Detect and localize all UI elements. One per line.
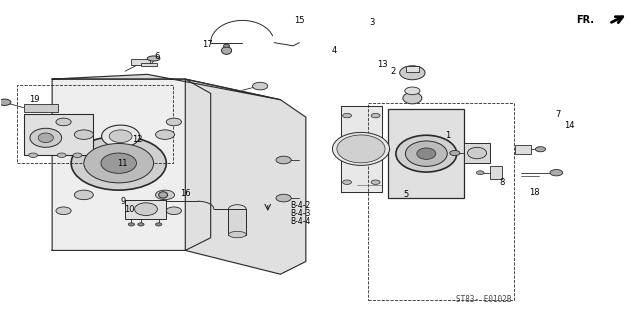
Ellipse shape <box>450 150 460 156</box>
Ellipse shape <box>155 130 175 140</box>
Ellipse shape <box>71 136 166 190</box>
Bar <box>131 59 150 65</box>
Bar <box>406 66 419 72</box>
Text: 1: 1 <box>445 131 450 140</box>
Text: 2: 2 <box>390 67 396 76</box>
Ellipse shape <box>396 135 457 172</box>
Ellipse shape <box>73 153 82 157</box>
Ellipse shape <box>276 194 291 202</box>
Ellipse shape <box>371 113 380 118</box>
Ellipse shape <box>343 113 352 118</box>
Text: FR.: FR. <box>576 15 594 25</box>
Text: 9: 9 <box>120 197 125 206</box>
Text: ST83- E0102B: ST83- E0102B <box>455 295 511 304</box>
Ellipse shape <box>405 141 447 166</box>
Bar <box>229 209 246 235</box>
Ellipse shape <box>229 231 246 238</box>
Ellipse shape <box>38 133 54 142</box>
Ellipse shape <box>155 223 162 226</box>
Bar <box>125 200 166 219</box>
Ellipse shape <box>75 130 94 140</box>
Ellipse shape <box>101 125 140 147</box>
Ellipse shape <box>222 47 232 54</box>
Ellipse shape <box>224 44 230 47</box>
Text: 10: 10 <box>124 205 135 214</box>
Ellipse shape <box>371 180 380 184</box>
Ellipse shape <box>84 143 154 183</box>
Bar <box>368 103 514 300</box>
Text: 11: 11 <box>117 159 127 168</box>
Ellipse shape <box>252 82 268 90</box>
Polygon shape <box>52 74 280 100</box>
Ellipse shape <box>155 190 175 200</box>
Text: 6: 6 <box>154 52 159 61</box>
Text: B-4-2: B-4-2 <box>290 202 310 211</box>
Text: 8: 8 <box>500 178 505 187</box>
Ellipse shape <box>134 203 157 215</box>
Bar <box>464 142 490 163</box>
Ellipse shape <box>30 128 62 147</box>
Text: 17: 17 <box>202 40 213 49</box>
Ellipse shape <box>57 153 66 157</box>
Text: B-4-4: B-4-4 <box>290 217 310 226</box>
Ellipse shape <box>75 190 94 200</box>
Ellipse shape <box>333 132 390 165</box>
Polygon shape <box>52 79 211 251</box>
Bar <box>17 85 173 163</box>
Ellipse shape <box>166 207 182 215</box>
Ellipse shape <box>159 192 168 198</box>
Ellipse shape <box>550 170 562 176</box>
Text: 5: 5 <box>403 190 409 199</box>
Bar <box>515 145 531 154</box>
Text: 13: 13 <box>376 60 387 69</box>
Text: 12: 12 <box>132 135 143 144</box>
Ellipse shape <box>101 153 136 173</box>
Text: B-4-3: B-4-3 <box>290 209 310 219</box>
Text: 7: 7 <box>555 109 561 118</box>
Ellipse shape <box>468 147 487 159</box>
Text: 16: 16 <box>180 189 190 198</box>
Ellipse shape <box>536 147 545 152</box>
Ellipse shape <box>404 87 420 95</box>
Text: 4: 4 <box>332 46 337 55</box>
Bar <box>490 166 503 179</box>
Polygon shape <box>341 106 382 192</box>
Ellipse shape <box>229 205 246 214</box>
Ellipse shape <box>343 180 352 184</box>
Ellipse shape <box>0 99 11 105</box>
Ellipse shape <box>128 223 134 226</box>
Text: 18: 18 <box>529 188 540 197</box>
Ellipse shape <box>109 130 132 142</box>
Ellipse shape <box>337 135 385 163</box>
Ellipse shape <box>417 148 436 159</box>
Bar <box>24 114 94 155</box>
Polygon shape <box>185 79 306 274</box>
Ellipse shape <box>56 118 71 126</box>
Text: 3: 3 <box>369 18 375 27</box>
Ellipse shape <box>476 171 484 175</box>
Bar <box>389 109 464 198</box>
Text: 15: 15 <box>294 16 304 25</box>
Ellipse shape <box>403 92 422 104</box>
Text: 14: 14 <box>564 121 575 130</box>
Ellipse shape <box>147 56 160 61</box>
Ellipse shape <box>166 118 182 126</box>
Bar <box>141 63 157 67</box>
Bar <box>24 105 59 112</box>
Ellipse shape <box>56 207 71 215</box>
Ellipse shape <box>399 66 425 80</box>
Ellipse shape <box>276 156 291 164</box>
Text: 19: 19 <box>29 95 39 104</box>
Ellipse shape <box>29 153 38 157</box>
Ellipse shape <box>138 223 144 226</box>
